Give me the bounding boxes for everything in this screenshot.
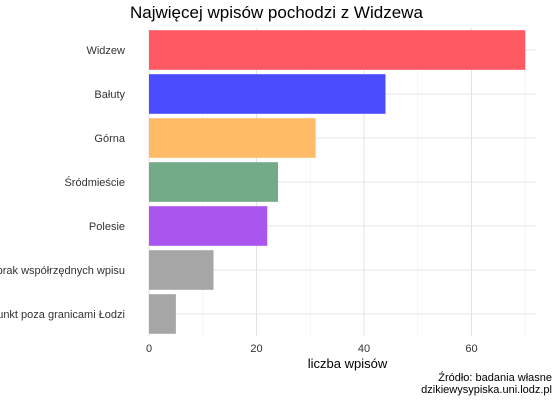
x-tick-label: 20 (250, 343, 262, 355)
category-label: Śródmieście (64, 176, 125, 189)
bar (149, 294, 176, 334)
bar (149, 162, 278, 202)
x-axis-title: liczba wpisów (308, 356, 388, 371)
bar (149, 74, 386, 114)
source-line: Źródło: badania własne (438, 372, 552, 384)
category-label: Polesie (89, 221, 125, 233)
bar (149, 250, 214, 290)
chart-title: Najwięcej wpisów pochodzi z Widzewa (130, 3, 423, 22)
x-tick-label: 0 (146, 343, 152, 355)
category-label: Bałuty (94, 89, 125, 101)
source-url: dzikiewysypiska.uni.lodz.pl (421, 384, 552, 396)
x-tick-label: 60 (465, 343, 477, 355)
category-label: brak współrzędnych wpisu (0, 265, 125, 277)
bar (149, 206, 268, 246)
category-label: Widzew (86, 45, 125, 57)
bar (149, 118, 316, 158)
category-label: punkt poza granicami Łodzi (0, 309, 125, 321)
x-tick-label: 40 (358, 343, 370, 355)
bar (149, 30, 526, 70)
category-label: Górna (94, 133, 125, 145)
source-note: Źródło: badania własne dzikiewysypiska.u… (421, 372, 552, 396)
